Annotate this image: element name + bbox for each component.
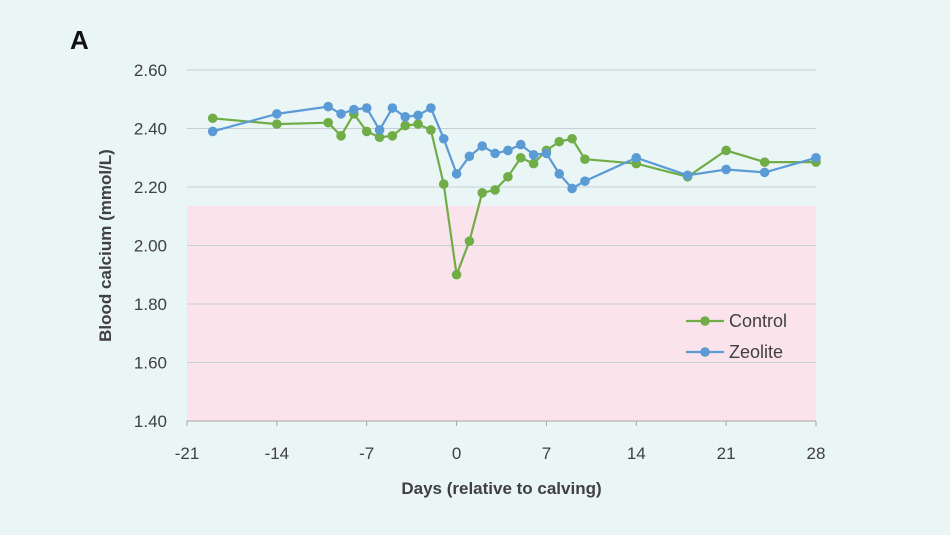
- data-point-zeolite: [811, 152, 821, 163]
- data-point-zeolite: [541, 148, 552, 159]
- data-point-control: [272, 119, 282, 129]
- data-point-zeolite: [438, 133, 449, 144]
- y-tick-label: 2.00: [134, 237, 167, 256]
- data-point-zeolite: [426, 103, 436, 113]
- data-point-zeolite: [387, 103, 398, 113]
- data-point-zeolite: [528, 150, 539, 160]
- data-point-control: [451, 269, 462, 280]
- data-point-zeolite: [503, 145, 513, 156]
- data-point-zeolite: [464, 151, 475, 162]
- x-tick-label: 0: [452, 444, 461, 463]
- data-point-control: [207, 113, 218, 124]
- data-point-zeolite: [374, 125, 385, 135]
- data-point-zeolite: [759, 167, 770, 178]
- legend-item-control: Control: [686, 311, 787, 331]
- panel-label: A: [70, 25, 89, 55]
- x-tick-label: -21: [175, 444, 200, 463]
- data-point-zeolite: [477, 141, 488, 151]
- data-point-zeolite: [682, 170, 693, 181]
- data-point-zeolite: [631, 152, 642, 163]
- y-tick-label: 2.40: [134, 120, 167, 139]
- y-tick-label: 2.20: [134, 178, 167, 197]
- data-point-zeolite: [323, 101, 334, 112]
- x-tick-label: -14: [265, 444, 290, 463]
- legend: Control Zeolite: [686, 311, 787, 362]
- data-point-control: [477, 188, 488, 198]
- data-point-zeolite: [400, 112, 411, 122]
- data-point-control: [323, 117, 334, 128]
- data-point-control: [503, 171, 513, 182]
- series-line-zeolite: [212, 105, 817, 190]
- data-point-control: [759, 157, 770, 167]
- legend-label: Control: [729, 311, 787, 331]
- data-point-zeolite: [515, 139, 526, 150]
- data-point-zeolite: [413, 110, 423, 121]
- data-point-zeolite: [567, 183, 577, 194]
- data-point-control: [374, 132, 385, 143]
- data-point-control: [567, 133, 577, 144]
- data-point-control: [426, 125, 436, 135]
- data-point-zeolite: [490, 148, 500, 159]
- legend-item-zeolite: Zeolite: [686, 342, 783, 362]
- legend-label: Zeolite: [729, 342, 783, 362]
- data-point-zeolite: [554, 169, 565, 179]
- y-tick-label: 1.80: [134, 295, 167, 314]
- data-point-control: [413, 119, 423, 129]
- legend-swatch-marker: [700, 316, 710, 326]
- data-point-control: [490, 185, 500, 195]
- data-point-zeolite: [336, 109, 346, 119]
- series-line-control: [212, 112, 816, 276]
- data-point-control: [515, 152, 526, 163]
- data-point-control: [528, 158, 539, 169]
- data-point-zeolite: [361, 103, 372, 113]
- data-point-control: [361, 126, 372, 137]
- data-point-zeolite: [721, 164, 731, 175]
- data-point-zeolite: [207, 126, 218, 137]
- data-point-zeolite: [580, 176, 590, 186]
- x-tick-label: 28: [807, 444, 826, 463]
- data-point-control: [438, 179, 449, 189]
- legend-swatch-marker: [700, 347, 710, 357]
- data-point-zeolite: [272, 109, 282, 119]
- data-point-zeolite: [451, 169, 462, 179]
- y-axis-title: Blood calcium (mmol/L): [96, 149, 115, 342]
- data-point-control: [464, 236, 475, 246]
- data-point-zeolite: [349, 104, 359, 115]
- x-tick-label: 7: [542, 444, 551, 463]
- data-point-control: [400, 120, 411, 131]
- data-point-control: [721, 145, 731, 156]
- data-point-control: [580, 154, 590, 165]
- series-zeolite: [207, 101, 821, 194]
- y-tick-label: 1.60: [134, 354, 167, 373]
- x-tick-label: 21: [717, 444, 736, 463]
- data-point-control: [554, 136, 565, 147]
- y-tick-label: 1.40: [134, 412, 167, 431]
- x-axis-title: Days (relative to calving): [401, 479, 601, 498]
- y-tick-label: 2.60: [134, 61, 167, 80]
- x-tick-label: -7: [359, 444, 374, 463]
- shaded-region: [187, 206, 816, 421]
- data-point-control: [387, 131, 398, 141]
- x-tick-label: 14: [627, 444, 646, 463]
- data-point-control: [336, 131, 346, 141]
